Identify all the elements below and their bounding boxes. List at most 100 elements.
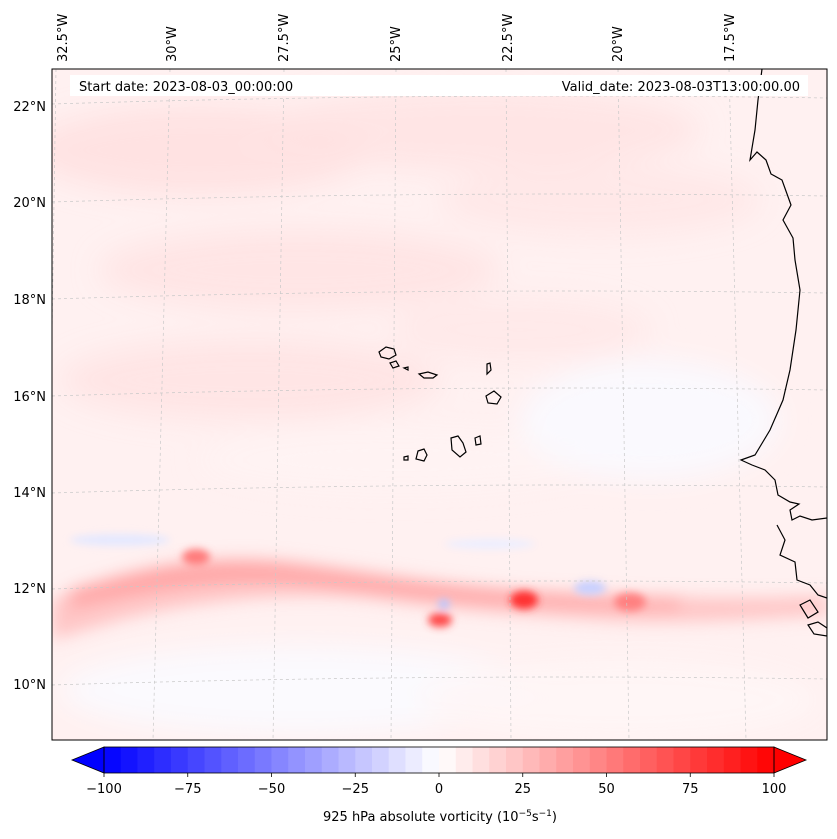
lon-label-27-5w: 27.5°W xyxy=(277,14,292,62)
lat-label-12n: 12°N xyxy=(13,582,46,597)
graticule xyxy=(52,69,827,740)
lon-label-22-5w: 22.5°W xyxy=(501,14,516,62)
northern-weak-vorticity xyxy=(52,90,820,740)
lon-label-17-5w: 17.5°W xyxy=(723,14,738,62)
colorbar-tick-label: −25 xyxy=(342,782,369,797)
vorticity-min-south xyxy=(574,581,606,595)
colorbar-cell xyxy=(439,747,457,773)
colorbar-tick-label: 100 xyxy=(762,782,787,797)
colorbar-cell xyxy=(623,747,641,773)
map-panel: Start date: 2023-08-03_00:00:00 Valid_da… xyxy=(51,68,828,741)
coastline-guinea xyxy=(807,621,827,637)
colorbar-cell xyxy=(254,747,273,773)
colorbar-cell xyxy=(388,747,407,773)
colorbar-cell xyxy=(489,747,507,773)
coastline-bijagos xyxy=(799,599,819,619)
colorbar-tick-label: 25 xyxy=(514,782,531,797)
vorticity-max-west xyxy=(428,613,452,627)
colorbar-ticks: −100 −75 −50 −25 0 25 50 75 100 xyxy=(86,773,786,797)
colorbar-cell xyxy=(723,747,742,773)
colorbar-cell xyxy=(740,747,758,773)
island-maio xyxy=(474,435,482,446)
colorbar-cell xyxy=(506,747,524,773)
colorbar-cell xyxy=(455,747,474,773)
island-boa-vista xyxy=(485,390,502,405)
island-sal xyxy=(486,362,492,376)
lat-label-14n: 14°N xyxy=(13,486,46,501)
colorbar-cell xyxy=(556,747,574,773)
grid-lon-22-5 xyxy=(505,69,512,740)
colorbar-cell xyxy=(690,747,708,773)
colorbar-cell xyxy=(171,747,189,773)
vorticity-max-east xyxy=(510,591,538,609)
island-fogo xyxy=(415,448,428,462)
lon-label-25w: 25°W xyxy=(389,26,404,62)
grid-lat-20 xyxy=(52,193,827,203)
colorbar-cell xyxy=(472,747,490,773)
latitude-labels: 22°N 20°N 18°N 16°N 14°N 12°N 10°N xyxy=(13,100,46,693)
coastline-guinea-bissau xyxy=(776,524,827,599)
lat-label-10n: 10°N xyxy=(13,678,46,693)
island-santiago xyxy=(450,435,467,458)
colorbar-cell xyxy=(338,747,356,773)
lon-label-30w: 30°W xyxy=(165,26,180,62)
colorbar-tick-label: −100 xyxy=(86,782,122,797)
colorbar-cell xyxy=(305,747,323,773)
island-santa-luzia xyxy=(402,366,409,371)
vorticity-max-far-east xyxy=(614,593,646,611)
colorbar-tick-label: 50 xyxy=(598,782,615,797)
colorbar-cell xyxy=(522,747,541,773)
colorbar-arrow-max xyxy=(773,746,808,774)
grid-lat-22 xyxy=(52,95,827,105)
grid-lat-14 xyxy=(52,484,827,494)
vorticity-min-small xyxy=(438,599,450,609)
colorbar-tick-label: 0 xyxy=(435,782,443,797)
colorbar-cells xyxy=(104,747,775,773)
colorbar-cell xyxy=(573,747,591,773)
lon-label-20w: 20°W xyxy=(611,26,626,62)
lat-label-20n: 20°N xyxy=(13,196,46,211)
grid-lat-18 xyxy=(52,290,827,300)
grid-lon-27-5 xyxy=(272,69,285,740)
start-date-label: Start date: 2023-08-03_00:00:00 xyxy=(79,80,293,95)
colorbar-tick-label: 75 xyxy=(682,782,699,797)
colorbar-cell xyxy=(707,747,725,773)
map-header-banner xyxy=(70,75,808,96)
colorbar-cell xyxy=(589,747,608,773)
colorbar-cell xyxy=(321,747,340,773)
colorbar-tick-label: −50 xyxy=(258,782,285,797)
colorbar-cell xyxy=(271,747,289,773)
colorbar-arrow-min xyxy=(70,746,105,774)
colorbar-cell xyxy=(539,747,557,773)
grid-lon-25 xyxy=(390,69,397,740)
vorticity-min-north-band xyxy=(70,534,170,546)
colorbar-cell xyxy=(757,747,775,773)
colorbar: −100 −75 −50 −25 0 25 50 75 100 925 hPa absolute… xyxy=(70,746,808,825)
colorbar-cell xyxy=(154,747,172,773)
africa-coastline xyxy=(739,69,827,637)
colorbar-cell xyxy=(673,747,691,773)
map-frame xyxy=(51,68,828,741)
colorbar-cell xyxy=(405,747,423,773)
colorbar-cell xyxy=(238,747,256,773)
lat-label-16n: 16°N xyxy=(13,390,46,405)
colorbar-cell xyxy=(104,747,122,773)
colorbar-cell xyxy=(422,747,440,773)
colorbar-tick-label: −75 xyxy=(174,782,201,797)
island-santo-antao xyxy=(378,346,397,360)
colorbar-cell xyxy=(288,747,306,773)
colorbar-cell xyxy=(355,747,373,773)
colorbar-cell xyxy=(137,747,155,773)
vorticity-max-band xyxy=(182,549,210,565)
coastline-mauritania-senegal xyxy=(739,69,827,521)
lat-label-22n: 22°N xyxy=(13,100,46,115)
valid-date-label: Valid_date: 2023-08-03T13:00:00.00 xyxy=(562,80,800,95)
colorbar-cell xyxy=(372,747,390,773)
grid-lon-30 xyxy=(152,69,171,740)
island-sao-nicolau xyxy=(417,371,439,379)
colorbar-label: 925 hPa absolute vorticity (10−5s−1) xyxy=(323,809,557,825)
grid-lat-10 xyxy=(52,676,827,686)
grid-lon-20 xyxy=(617,69,630,740)
longitude-labels: 32.5°W 30°W 27.5°W 25°W 22.5°W 20°W 17.5… xyxy=(56,14,738,62)
